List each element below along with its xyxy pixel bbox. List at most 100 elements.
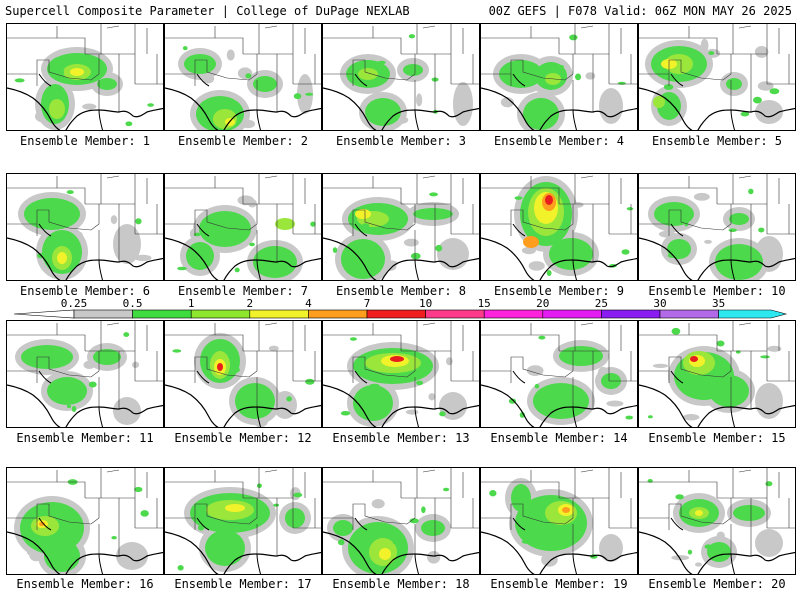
state-borders <box>481 468 637 556</box>
scp-contour <box>521 539 531 544</box>
scp-contour <box>275 218 295 230</box>
scp-contour <box>704 239 712 244</box>
ensemble-member-map-12 <box>164 320 322 428</box>
state-borders <box>165 321 321 409</box>
state-borders <box>7 24 163 112</box>
scp-contour <box>715 244 763 280</box>
scp-contour <box>403 64 423 76</box>
ensemble-member-map-3 <box>322 23 480 131</box>
scp-contour <box>546 269 552 277</box>
scp-map <box>165 24 321 130</box>
scp-contour <box>562 507 570 513</box>
scp-contour <box>523 98 559 130</box>
scp-contour <box>726 78 742 90</box>
coastline <box>7 87 163 130</box>
coastline <box>639 237 795 280</box>
scp-contour <box>365 98 401 126</box>
scp-contour <box>558 65 564 69</box>
coastline <box>481 87 637 130</box>
scp-contour <box>134 486 143 493</box>
colorbar-tick-label: 7 <box>364 297 371 310</box>
ensemble-member-label: Ensemble Member: 8 <box>335 284 467 298</box>
scp-contour <box>439 411 446 417</box>
scp-contour <box>353 385 393 421</box>
ensemble-member-map-8 <box>322 173 480 281</box>
scp-contour <box>753 96 762 104</box>
ensemble-member-label: Ensemble Member: 14 <box>490 431 628 445</box>
state-borders <box>7 174 163 262</box>
scp-contour <box>403 238 419 247</box>
scp-contour <box>83 360 95 370</box>
state-borders <box>323 321 479 409</box>
colorbar-swatch-4 <box>249 309 309 319</box>
scp-contour <box>545 195 553 205</box>
colorbar-swatch-8 <box>483 309 544 319</box>
rio-grande-border <box>670 223 736 280</box>
rio-grande-border <box>38 223 104 280</box>
scp-contour <box>390 356 404 362</box>
scp-contour <box>575 73 582 81</box>
ensemble-member-label: Ensemble Member: 13 <box>332 431 470 445</box>
scp-contour <box>446 357 453 366</box>
scp-contour <box>371 499 385 509</box>
scp-contour <box>182 46 188 51</box>
scp-contour <box>665 54 693 74</box>
rio-grande-border <box>354 73 420 130</box>
ensemble-member-label: Ensemble Member: 3 <box>335 134 467 148</box>
scp-contour <box>523 236 539 248</box>
scp-contour <box>514 196 523 200</box>
scp-contour <box>273 503 280 507</box>
scp-contour <box>508 398 517 404</box>
scp-contour <box>716 531 725 540</box>
scp-contour <box>740 111 750 117</box>
scp-contour <box>39 522 45 526</box>
scp-contour <box>111 536 117 540</box>
scp-map <box>165 174 321 280</box>
scp-contour <box>421 520 445 536</box>
scp-contour <box>172 349 182 353</box>
ensemble-member-map-17 <box>164 467 322 575</box>
state-borders <box>165 174 321 262</box>
state-borders <box>7 468 163 556</box>
rio-grande-border <box>670 73 736 130</box>
scp-contour <box>113 397 141 425</box>
scp-contour <box>690 356 698 362</box>
scp-contour <box>147 103 154 107</box>
coastline <box>7 384 163 427</box>
rio-grande-border <box>512 517 578 574</box>
scp-contour <box>66 404 72 409</box>
scp-contour <box>693 192 710 201</box>
colorbar-low-arrow <box>13 309 75 319</box>
scp-contour <box>82 103 97 110</box>
scp-map <box>323 468 479 574</box>
scp-contour <box>428 393 436 401</box>
colorbar-swatch-12 <box>718 309 788 319</box>
scp-contour <box>226 49 235 61</box>
ensemble-member-label: Ensemble Member: 7 <box>177 284 309 298</box>
colorbar-swatch-10 <box>601 309 661 319</box>
scp-contour <box>61 59 72 66</box>
scp-contour <box>201 73 215 84</box>
ensemble-member-label: Ensemble Member: 9 <box>493 284 625 298</box>
coastline <box>481 531 637 574</box>
state-borders <box>165 24 321 112</box>
scp-contour <box>97 78 117 90</box>
scp-contour <box>409 518 419 524</box>
scp-contour <box>134 254 152 262</box>
scp-map <box>165 321 321 427</box>
scp-contour <box>760 355 770 359</box>
state-borders <box>639 24 795 112</box>
scp-contour <box>765 481 773 487</box>
rio-grande-border <box>196 517 262 574</box>
scp-contour <box>528 261 545 271</box>
ensemble-member-map-2 <box>164 23 322 131</box>
scp-contour <box>193 232 201 237</box>
scp-map <box>481 468 637 574</box>
scp-map <box>639 174 795 280</box>
scp-contour <box>63 238 68 244</box>
scp-contour <box>541 552 558 567</box>
colorbar-swatch-1 <box>73 309 133 319</box>
scp-contour <box>709 375 749 407</box>
rio-grande-border <box>354 517 420 574</box>
colorbar-tick-label: 4 <box>305 297 312 310</box>
